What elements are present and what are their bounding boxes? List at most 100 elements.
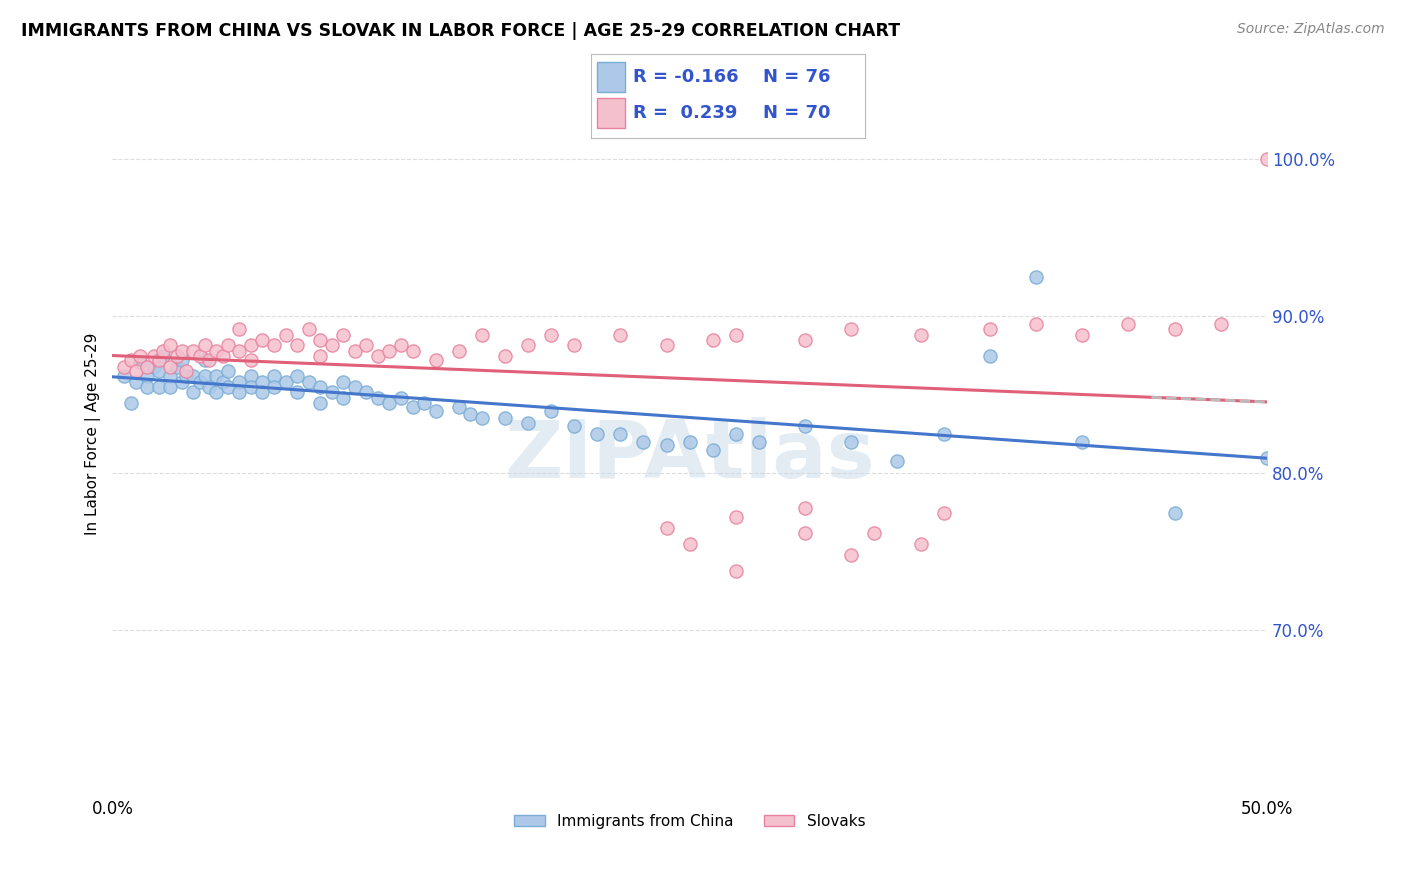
Point [166, 359, 188, 374]
Point [298, 376, 321, 390]
Point [188, 376, 211, 390]
Point [205, 343, 228, 358]
Point [367, 349, 389, 363]
Point [239, 380, 262, 394]
Point [120, 396, 142, 410]
Point [562, 337, 585, 351]
Point [794, 501, 817, 516]
Point [979, 349, 1001, 363]
Point [321, 384, 343, 399]
Point [309, 396, 332, 410]
Point [176, 364, 198, 378]
Bar [598, 98, 624, 128]
Point [1256, 450, 1278, 465]
Point [274, 328, 297, 343]
Point [413, 396, 436, 410]
Point [356, 337, 378, 351]
Point [205, 369, 228, 384]
Point [1118, 318, 1140, 332]
Point [176, 369, 198, 384]
Point [274, 376, 297, 390]
Point [910, 537, 932, 551]
Text: N = 70: N = 70 [763, 104, 831, 122]
Point [309, 333, 332, 347]
Point [389, 391, 412, 405]
Point [263, 337, 285, 351]
Point [170, 376, 193, 390]
Point [252, 333, 274, 347]
Point [471, 328, 494, 343]
Text: N = 76: N = 76 [763, 68, 831, 86]
Point [356, 384, 378, 399]
Point [148, 380, 170, 394]
Point [517, 416, 540, 430]
Point [724, 328, 747, 343]
Point [321, 337, 343, 351]
Point [748, 435, 770, 450]
Point [1163, 322, 1185, 336]
Point [367, 391, 389, 405]
Point [285, 369, 308, 384]
Text: R = -0.166: R = -0.166 [633, 68, 738, 86]
Point [724, 564, 747, 578]
Point [239, 353, 262, 368]
Point [181, 369, 204, 384]
Point [378, 396, 401, 410]
Point [1209, 318, 1232, 332]
Point [540, 328, 562, 343]
Point [112, 359, 135, 374]
Point [194, 369, 217, 384]
Point [136, 369, 159, 384]
Point [152, 343, 174, 358]
Point [166, 349, 188, 363]
Legend: Immigrants from China, Slovaks: Immigrants from China, Slovaks [508, 807, 872, 835]
Point [217, 364, 239, 378]
Point [285, 384, 308, 399]
Point [343, 380, 366, 394]
Y-axis label: In Labor Force | Age 25-29: In Labor Force | Age 25-29 [86, 333, 101, 535]
Point [194, 337, 217, 351]
Point [129, 349, 152, 363]
Point [181, 343, 204, 358]
Point [378, 343, 401, 358]
Point [148, 364, 170, 378]
Point [932, 506, 955, 520]
Point [228, 343, 250, 358]
Point [1256, 153, 1278, 167]
Point [332, 328, 354, 343]
Point [181, 384, 204, 399]
Point [702, 333, 724, 347]
Point [540, 403, 562, 417]
Point [794, 419, 817, 434]
Point [447, 343, 470, 358]
Point [124, 376, 146, 390]
Point [136, 380, 159, 394]
Point [633, 435, 655, 450]
Point [1025, 270, 1047, 285]
Point [494, 411, 516, 425]
Point [447, 401, 470, 415]
Point [1071, 328, 1094, 343]
Point [309, 380, 332, 394]
Point [263, 380, 285, 394]
Point [143, 349, 166, 363]
Point [702, 442, 724, 457]
Point [239, 337, 262, 351]
Point [494, 349, 516, 363]
Point [839, 548, 862, 562]
Point [159, 337, 181, 351]
Text: IMMIGRANTS FROM CHINA VS SLOVAK IN LABOR FORCE | AGE 25-29 CORRELATION CHART: IMMIGRANTS FROM CHINA VS SLOVAK IN LABOR… [21, 22, 900, 40]
Point [979, 322, 1001, 336]
Point [839, 322, 862, 336]
Point [285, 337, 308, 351]
Point [217, 380, 239, 394]
Point [124, 364, 146, 378]
Point [863, 526, 886, 541]
Point [679, 537, 702, 551]
Point [425, 403, 447, 417]
Point [609, 427, 631, 442]
Bar [598, 62, 624, 92]
Point [252, 384, 274, 399]
Point [401, 401, 423, 415]
Point [655, 337, 678, 351]
